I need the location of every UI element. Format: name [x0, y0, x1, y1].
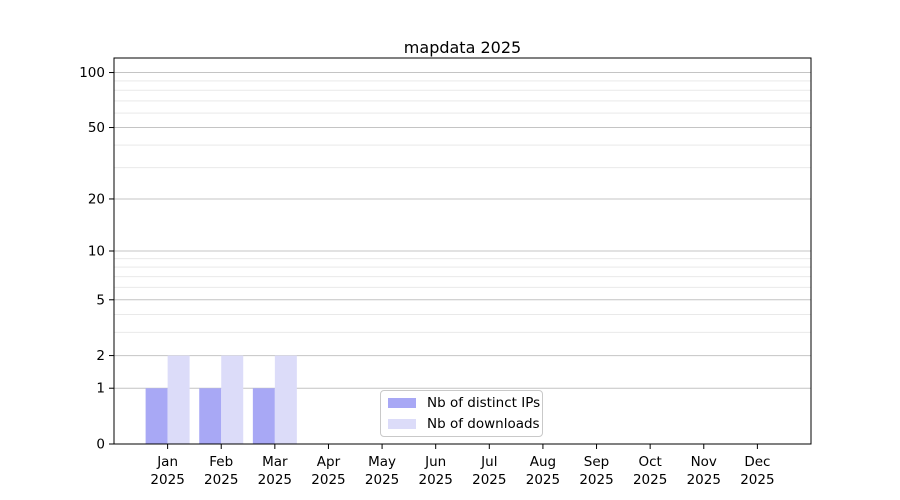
x-tick-label-month-jun: Jun	[424, 454, 446, 470]
x-tick-label-month-nov: Nov	[691, 454, 717, 470]
x-tick-label-month-jul: Jul	[480, 454, 497, 470]
x-tick-label-year-sep: 2025	[579, 472, 613, 488]
legend-item-downloads: Nb of downloads	[388, 414, 542, 435]
x-tick-label-year-nov: 2025	[687, 472, 721, 488]
x-tick-label-year-may: 2025	[365, 472, 399, 488]
y-tick-label-5: 5	[96, 292, 105, 308]
chart-title: mapdata 2025	[403, 38, 522, 57]
x-tick-label-year-jun: 2025	[419, 472, 453, 488]
x-tick-label-year-feb: 2025	[204, 472, 238, 488]
bar-nb-of-distinct-ips-feb	[199, 388, 222, 444]
y-tick-label-50: 50	[88, 120, 105, 136]
y-tick-label-10: 10	[88, 244, 105, 260]
x-tick-label-year-mar: 2025	[258, 472, 292, 488]
x-tick-label-year-aug: 2025	[526, 472, 560, 488]
x-tick-label-month-jan: Jan	[156, 454, 178, 470]
legend-label-distinct-ips: Nb of distinct IPs	[427, 395, 541, 411]
x-tick-label-year-dec: 2025	[740, 472, 774, 488]
x-tick-label-month-oct: Oct	[638, 454, 661, 470]
x-tick-label-month-may: May	[368, 454, 396, 470]
bar-nb-of-downloads-jan	[167, 355, 190, 444]
x-tick-label-year-jul: 2025	[472, 472, 506, 488]
legend-swatch-downloads-icon	[388, 419, 416, 429]
y-tick-label-100: 100	[79, 65, 105, 81]
x-tick-label-year-apr: 2025	[311, 472, 345, 488]
y-tick-label-0: 0	[96, 437, 105, 453]
y-tick-label-20: 20	[88, 191, 105, 207]
x-tick-label-year-oct: 2025	[633, 472, 667, 488]
legend: Nb of distinct IPs Nb of downloads	[380, 390, 543, 437]
x-tick-label-month-apr: Apr	[317, 454, 341, 470]
x-tick-label-month-feb: Feb	[209, 454, 233, 470]
legend-item-distinct-ips: Nb of distinct IPs	[388, 393, 542, 414]
x-tick-label-month-dec: Dec	[744, 454, 770, 470]
x-tick-label-month-mar: Mar	[262, 454, 288, 470]
y-tick-label-2: 2	[96, 348, 105, 364]
x-tick-label-year-jan: 2025	[150, 472, 184, 488]
bar-nb-of-distinct-ips-jan	[145, 388, 168, 444]
bar-nb-of-downloads-feb	[221, 355, 244, 444]
bar-nb-of-downloads-mar	[274, 355, 297, 444]
x-tick-label-month-aug: Aug	[530, 454, 556, 470]
bar-nb-of-distinct-ips-mar	[252, 388, 275, 444]
y-tick-label-1: 1	[96, 381, 105, 397]
legend-label-downloads: Nb of downloads	[427, 416, 540, 432]
x-tick-label-month-sep: Sep	[584, 454, 609, 470]
legend-swatch-distinct-ips-icon	[388, 398, 416, 408]
